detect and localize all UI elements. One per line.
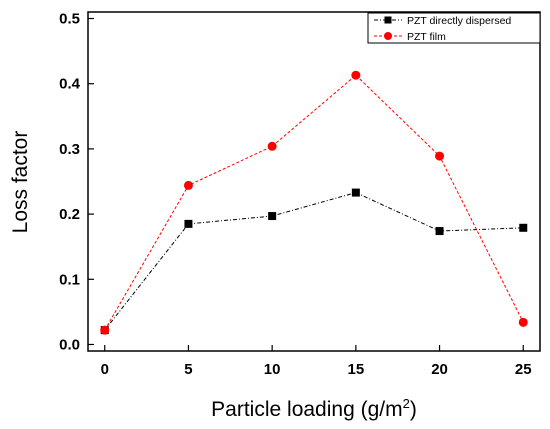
series-line-1 — [104, 74, 524, 331]
legend-label-series-0: PZT directly dispersed — [407, 15, 511, 27]
x-axis-title-main: Particle loading (g/m — [211, 398, 402, 421]
legend-box — [367, 12, 541, 44]
legend-marker-series-1 — [384, 32, 392, 40]
x-tick-label: 20 — [431, 361, 448, 378]
y-axis-title: Loss factor — [9, 131, 32, 234]
series-0-point — [519, 223, 528, 232]
y-tick-label: 0.1 — [59, 271, 80, 288]
x-axis-title-suffix: ) — [410, 398, 417, 421]
x-axis-ticks: 0 5 10 15 20 25 — [101, 345, 532, 378]
series-1-point — [518, 317, 528, 327]
y-tick-label: 0.5 — [59, 11, 80, 28]
y-tick-label: 0.4 — [59, 76, 81, 93]
series-0-point — [351, 188, 360, 197]
series-layer — [100, 70, 528, 335]
x-axis-title-superscript: 2 — [403, 396, 410, 411]
series-1-point — [435, 151, 445, 161]
y-tick-label: 0.3 — [59, 141, 80, 158]
series-1-point — [100, 325, 110, 335]
y-tick-label: 0.2 — [59, 206, 80, 223]
series-line-0 — [104, 192, 524, 331]
y-axis-ticks: 0.0 0.1 0.2 0.3 0.4 0.5 — [59, 11, 94, 353]
x-tick-label: 15 — [348, 361, 365, 378]
y-tick-label: 0.0 — [59, 336, 80, 353]
legend-marker-series-0 — [384, 16, 392, 24]
legend-label-series-1: PZT film — [407, 31, 446, 43]
x-tick-label: 0 — [101, 361, 109, 378]
series-1-point — [183, 180, 193, 190]
plot-frame — [87, 11, 541, 352]
legend: PZT directly dispersed PZT film — [367, 12, 541, 44]
x-tick-label: 10 — [264, 361, 281, 378]
series-0-point — [435, 227, 444, 236]
series-0-point — [184, 219, 193, 228]
series-0-point — [268, 212, 277, 221]
series-1-point — [351, 70, 361, 80]
x-tick-label: 25 — [515, 361, 532, 378]
x-axis-title: Particle loading (g/m2) — [211, 396, 417, 421]
x-tick-label: 5 — [184, 361, 192, 378]
series-1-point — [267, 141, 277, 151]
